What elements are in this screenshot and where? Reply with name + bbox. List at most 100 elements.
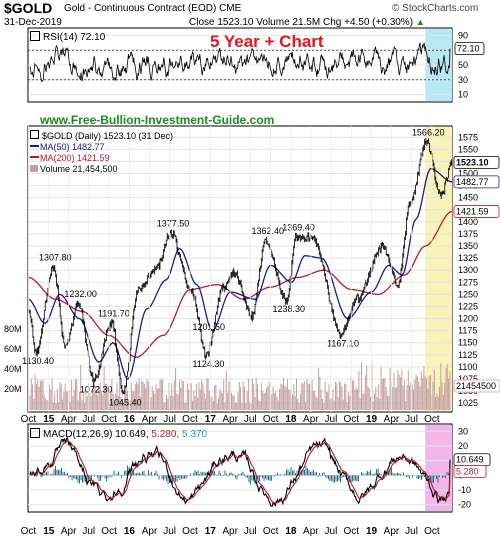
price-annotation: 1045.40 — [109, 397, 142, 407]
price-annotation: 1124.30 — [193, 359, 225, 369]
price-tick-label: 1275 — [458, 277, 478, 287]
price-tick-label: 1150 — [458, 338, 477, 348]
price-x-tick-label: Oct — [263, 414, 279, 425]
price-legend-label: $GOLD (Daily) 1523.10 (31 Dec) — [42, 131, 174, 141]
price-tick-label: 1025 — [458, 398, 478, 408]
price-annotation: 1201.50 — [193, 322, 226, 332]
price-x-tick-label: Jul — [82, 414, 95, 425]
price-tick-label: 1500 — [458, 169, 478, 179]
macd-tick-label: -20 — [458, 500, 471, 510]
volume-tick-label: 80M — [4, 324, 22, 334]
rsi-last-value: 72.10 — [457, 44, 480, 54]
macd-legend-value: 10.649, — [115, 429, 149, 440]
ma200-legend-item: MA(200) 1421.59 — [30, 153, 173, 164]
price-annotation: 1566.20 — [412, 128, 445, 138]
macd-x-tick-label: 17 — [205, 526, 217, 537]
price-x-axis: Oct 15 Apr Jul Oct 16 Apr Jul Oct 17 Apr Jul Oct 18 Ap… — [21, 414, 440, 425]
price-annotation: 1377.50 — [157, 219, 190, 229]
price-x-tick-label: Jul — [163, 414, 176, 425]
rsi-legend-marker — [30, 31, 40, 41]
ma200-line — [28, 210, 453, 358]
stockcharts-brand: © StockCharts.com — [392, 3, 479, 14]
price-x-tick-label: Oct — [343, 414, 359, 425]
macd-signal-line — [29, 440, 451, 505]
exchange-label: CME — [219, 3, 242, 14]
volume-legend-label: Volume 21,454,500 — [40, 164, 118, 174]
price-x-tick-label: Oct — [21, 414, 37, 425]
price-annotation: 1232.00 — [64, 289, 97, 299]
price-x-tick-label: Apr — [61, 414, 77, 425]
rsi-tick-label: 30 — [458, 75, 468, 85]
volume-tick-label: 40M — [4, 364, 22, 374]
price-last-label: 1523.10 — [456, 157, 489, 167]
instrument-label: Gold - Continuous Contract (EOD) — [64, 3, 217, 14]
price-annotation: 1307.80 — [39, 252, 72, 262]
price-tick-label: 1075 — [458, 374, 478, 384]
volume-last-box — [453, 379, 500, 393]
price-last-label: 1421.59 — [456, 206, 489, 216]
volume-legend-marker — [30, 165, 38, 172]
macd-x-tick-label: Apr — [303, 526, 319, 537]
signal-last-box — [453, 465, 487, 478]
price-x-tick-label: Apr — [142, 414, 158, 425]
price-x-tick-label: Jul — [244, 414, 257, 425]
histogram-legend-value: 5.370 — [182, 429, 208, 440]
symbol-title: $GOLD — [4, 0, 53, 16]
macd-x-tick-label: Jul — [325, 526, 338, 537]
price-last-box — [453, 205, 500, 218]
ma50-line — [28, 168, 453, 380]
ma200-legend-label: MA(200) 1421.59 — [40, 153, 110, 163]
price-annotation: 1191.70 — [98, 309, 130, 319]
volume-last-label: 21454500 — [456, 381, 496, 391]
macd-x-tick-label: 15 — [43, 526, 55, 537]
ma50-legend-line — [30, 145, 39, 147]
macd-x-tick-label: Jul — [244, 526, 257, 537]
macd-last-value: 10.649 — [456, 455, 484, 465]
price-annotation: 1369.40 — [282, 223, 315, 233]
macd-x-tick-label: Apr — [384, 526, 400, 537]
macd-legend-marker — [30, 428, 40, 438]
volume-tick-label: 60M — [4, 344, 22, 354]
volume-tick-label: 20M — [4, 384, 22, 394]
price-tick-label: 1400 — [458, 217, 478, 227]
rsi-legend: RSI(14) 72.10 — [30, 31, 105, 43]
up-arrow-icon: ▲ — [415, 17, 425, 27]
macd-tick-label: 20 — [458, 441, 468, 451]
price-x-tick-label: Apr — [303, 414, 319, 425]
price-tick-label: 1125 — [458, 350, 477, 360]
price-x-tick-label: 15 — [43, 414, 55, 425]
ma200-legend-line — [30, 156, 39, 158]
website-link[interactable]: www.Free-Bullion-Investment-Guide.com — [40, 113, 275, 127]
macd-x-tick-label: Apr — [142, 526, 158, 537]
price-tick-label: 1300 — [458, 265, 478, 275]
price-x-tick-label: Jul — [325, 414, 338, 425]
rsi-legend-label: RSI(14) 72.10 — [43, 32, 106, 43]
macd-x-tick-label: Jul — [405, 526, 418, 537]
price-x-tick-label: 17 — [205, 414, 217, 425]
instrument-name: Gold - Continuous Contract (EOD) CME — [64, 3, 241, 14]
overlay-title: 5 Year + Chart — [210, 32, 324, 51]
macd-frame — [27, 423, 453, 513]
quote-text: Close 1523.10 Volume 21.5M Chg +4.50 (+0… — [189, 17, 414, 28]
price-x-tick-label: Apr — [384, 414, 400, 425]
rsi-tick-label: 50 — [458, 60, 468, 70]
price-tick-label: 1200 — [458, 314, 478, 324]
price-tick-label: 1550 — [458, 144, 478, 154]
rsi-panel: 907050301072.10 — [27, 27, 485, 103]
volume-legend-item: Volume 21,454,500 — [30, 164, 173, 175]
price-x-tick-label: Oct — [101, 414, 117, 425]
macd-x-tick-label: Oct — [182, 526, 198, 537]
price-tick-label: 1250 — [458, 289, 478, 299]
chart-date: 31-Dec-2019 — [4, 17, 62, 28]
rsi-last-box — [454, 42, 485, 56]
price-tick-label: 1325 — [458, 253, 478, 263]
price-x-tick-label: 19 — [366, 414, 378, 425]
price-highlight-band — [425, 127, 452, 411]
price-x-tick-label: Apr — [222, 414, 238, 425]
ma50-legend-label: MA(50) 1482.77 — [40, 142, 105, 152]
price-x-tick-label: Oct — [182, 414, 198, 425]
macd-x-tick-label: 19 — [366, 526, 378, 537]
